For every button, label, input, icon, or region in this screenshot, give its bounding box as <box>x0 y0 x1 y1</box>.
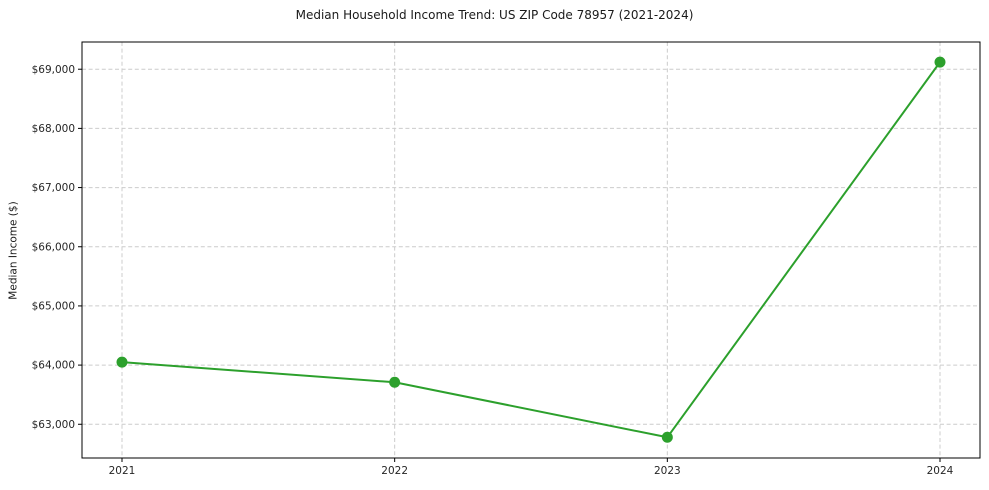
y-tick-label: $65,000 <box>32 300 75 312</box>
plot-border <box>81 41 981 459</box>
trend-line <box>121 61 941 439</box>
y-tick-label: $66,000 <box>32 241 75 253</box>
x-tick-label: 2023 <box>654 465 681 477</box>
y-tick-label: $69,000 <box>32 64 75 76</box>
y-tick-label: $64,000 <box>32 360 75 372</box>
data-point <box>116 356 128 368</box>
y-tick-label: $63,000 <box>32 419 75 431</box>
y-tick-label: $68,000 <box>32 123 75 135</box>
data-point <box>389 376 401 388</box>
x-tick-label: 2024 <box>927 465 954 477</box>
data-point <box>661 431 673 443</box>
data-point <box>934 56 946 68</box>
y-tick-label: $67,000 <box>32 182 75 194</box>
x-tick-label: 2022 <box>381 465 408 477</box>
chart-title: Median Household Income Trend: US ZIP Co… <box>295 8 694 22</box>
x-tick-label: 2021 <box>109 465 136 477</box>
